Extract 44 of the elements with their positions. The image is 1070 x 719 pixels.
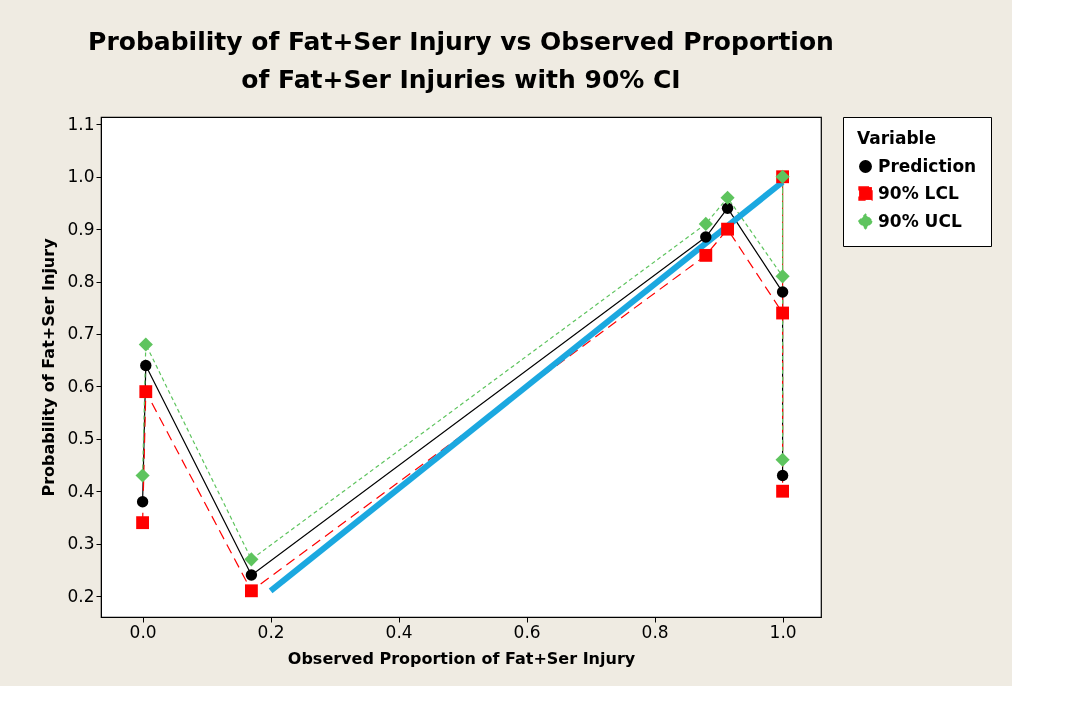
- legend-label: Prediction: [878, 155, 977, 176]
- y-tick-label: 0.6: [67, 375, 95, 396]
- point: [136, 496, 149, 508]
- y-tick-label: 0.2: [67, 585, 95, 606]
- point: [721, 202, 734, 214]
- point: [136, 516, 150, 530]
- point: [776, 306, 790, 320]
- point: [244, 552, 259, 567]
- y-tick-label: 0.3: [67, 533, 95, 554]
- x-tick-label: 0.6: [513, 621, 541, 642]
- chart-title: Probability of Fat+Ser Injury vs Observed Proportion of Fat+Ser Injuries with 90% CI: [88, 27, 834, 95]
- point: [135, 468, 150, 483]
- y-tick-label: 0.5: [67, 428, 95, 449]
- point: [775, 452, 790, 467]
- point: [776, 286, 789, 298]
- point: [775, 269, 790, 284]
- legend-label: 90% UCL: [878, 210, 962, 231]
- point: [698, 216, 713, 231]
- legend-title: Variable: [857, 128, 936, 148]
- point: [720, 190, 735, 205]
- point: [721, 222, 734, 236]
- point: [776, 469, 789, 482]
- x-tick-label: 1.0: [769, 621, 797, 642]
- y-tick-label: 0.8: [67, 271, 95, 292]
- point: [699, 248, 713, 262]
- y-tick-label: 0.9: [67, 218, 95, 239]
- y-tick-label: 1.0: [67, 166, 95, 187]
- y-axis-title: Probability of Fat+Ser Injury: [39, 237, 59, 497]
- y-tick-label: 0.4: [67, 480, 95, 501]
- point: [700, 231, 712, 243]
- point: [139, 385, 153, 399]
- legend-label: 90% LCL: [878, 182, 959, 203]
- point: [140, 359, 152, 372]
- x-tick-label: 0.2: [257, 621, 285, 642]
- y-tick-label: 0.7: [67, 323, 95, 344]
- x-axis-title: Observed Proportion of Fat+Ser Injury: [287, 648, 636, 668]
- x-tick-label: 0.4: [385, 621, 413, 642]
- point: [244, 584, 258, 598]
- x-tick-label: 0.0: [129, 621, 157, 642]
- x-tick-label: 0.8: [641, 621, 669, 642]
- point: [776, 484, 790, 498]
- y-tick-label: 1.1: [67, 113, 95, 134]
- point: [245, 569, 258, 581]
- point: [138, 337, 153, 352]
